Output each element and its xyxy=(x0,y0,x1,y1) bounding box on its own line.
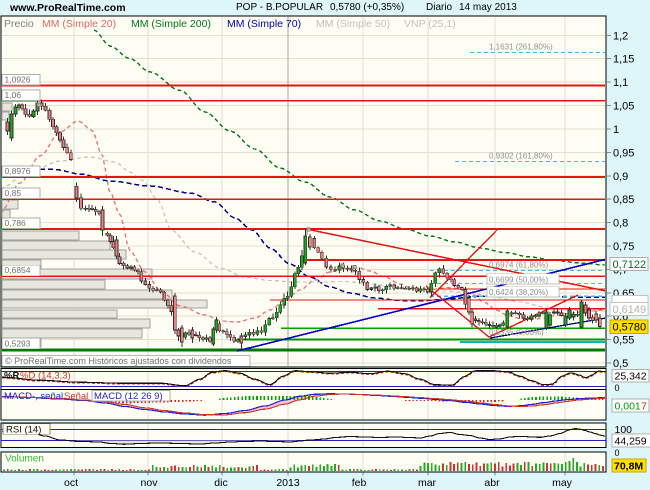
svg-text:1,05: 1,05 xyxy=(613,101,634,113)
svg-text:VNP (25,1): VNP (25,1) xyxy=(404,18,456,30)
svg-text:0,7122: 0,7122 xyxy=(613,259,647,271)
svg-text:0,786: 0,786 xyxy=(5,218,27,228)
svg-text:0,6699 (50,00%): 0,6699 (50,00%) xyxy=(489,275,548,284)
svg-text:feb: feb xyxy=(352,477,367,489)
svg-text:100: 100 xyxy=(615,424,633,436)
svg-text:MM (Simple 70): MM (Simple 70) xyxy=(227,18,301,30)
svg-text:0,55: 0,55 xyxy=(613,335,634,347)
svg-text:0: 0 xyxy=(615,383,620,393)
svg-text:Volumen: Volumen xyxy=(5,454,44,465)
svg-text:1,1: 1,1 xyxy=(613,77,628,89)
svg-text:0,6149: 0,6149 xyxy=(613,304,647,316)
svg-text:Señal: Señal xyxy=(64,391,88,402)
svg-text:70,8M: 70,8M xyxy=(614,461,643,473)
svg-text:MACD (12 26 9): MACD (12 26 9) xyxy=(94,391,163,402)
svg-text:MM (Simple 200): MM (Simple 200) xyxy=(131,18,211,30)
svg-text:© ProRealTime.com Históricos: © ProRealTime.com Históricos ajustados c… xyxy=(5,356,232,366)
svg-text:0,95: 0,95 xyxy=(613,147,634,159)
svg-text:0,5535 (0,00%): 0,5535 (0,00%) xyxy=(489,328,544,337)
svg-text:MM (Simple 50): MM (Simple 50) xyxy=(316,18,390,30)
svg-text:0,5293: 0,5293 xyxy=(5,338,31,348)
svg-text:2013: 2013 xyxy=(276,477,300,489)
svg-text:7: 7 xyxy=(641,401,647,413)
svg-text:1,0926: 1,0926 xyxy=(5,75,31,85)
svg-text:0,6424 (38,20%): 0,6424 (38,20%) xyxy=(489,288,548,297)
svg-text:0,8976: 0,8976 xyxy=(5,166,31,176)
svg-text:1,15: 1,15 xyxy=(613,54,634,66)
svg-text:1,06: 1,06 xyxy=(5,90,22,100)
svg-text:0: 0 xyxy=(615,448,620,458)
svg-text:0,75: 0,75 xyxy=(613,241,634,253)
svg-text:0,001: 0,001 xyxy=(615,401,641,413)
svg-text:1,2: 1,2 xyxy=(613,30,628,42)
svg-text:mar: mar xyxy=(418,477,437,489)
svg-text:dic: dic xyxy=(214,477,227,489)
svg-text:0,8: 0,8 xyxy=(613,218,628,230)
svg-text:0,5: 0,5 xyxy=(613,358,628,370)
svg-text:%D (14,3,3): %D (14,3,3) xyxy=(20,371,71,382)
svg-text:nov: nov xyxy=(141,477,159,489)
svg-text:abr: abr xyxy=(484,477,500,489)
svg-text:MACD-, señal: MACD-, señal xyxy=(4,391,63,402)
svg-text:may: may xyxy=(552,477,573,489)
svg-text:1: 1 xyxy=(613,124,619,136)
svg-text:MM (Simple 20): MM (Simple 20) xyxy=(42,18,116,30)
svg-text:Precio: Precio xyxy=(4,18,34,30)
svg-text:0,5780: 0,5780 xyxy=(613,322,647,334)
svg-text:%R: %R xyxy=(4,371,19,382)
svg-text:oct: oct xyxy=(64,477,78,489)
svg-text:0,9302 (161,80%): 0,9302 (161,80%) xyxy=(489,151,553,160)
svg-text:0,85: 0,85 xyxy=(5,188,22,198)
svg-text:0,85: 0,85 xyxy=(613,194,634,206)
svg-text:1,1631 (261,80%): 1,1631 (261,80%) xyxy=(489,42,553,51)
svg-text:RSI (14): RSI (14) xyxy=(6,424,41,435)
svg-text:0,6974 (61,80%): 0,6974 (61,80%) xyxy=(489,260,548,269)
svg-text:44,259: 44,259 xyxy=(615,436,647,448)
svg-text:25,342: 25,342 xyxy=(615,371,647,383)
svg-text:0,6854: 0,6854 xyxy=(5,265,31,275)
svg-text:0,9: 0,9 xyxy=(613,171,628,183)
